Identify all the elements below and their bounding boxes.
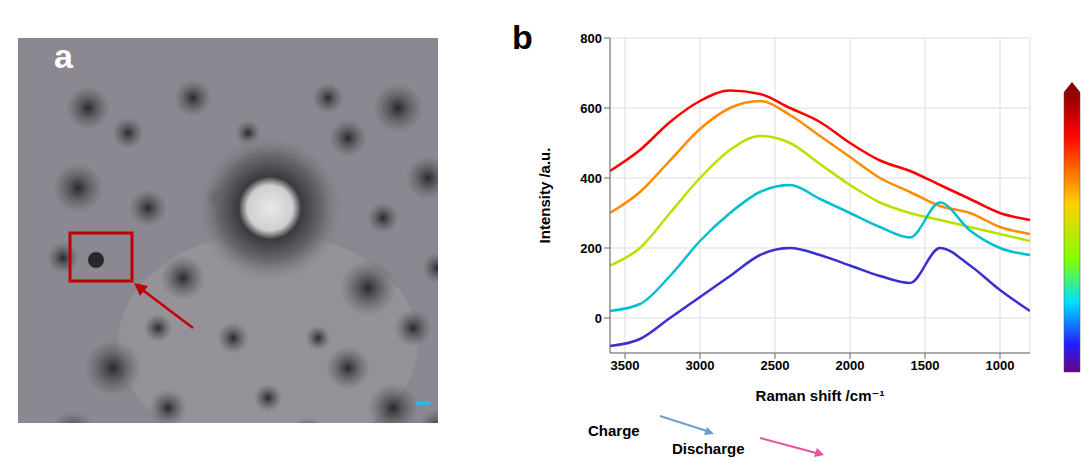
svg-text:2000: 2000 — [836, 358, 865, 373]
svg-text:800: 800 — [580, 31, 602, 46]
svg-text:Intensity /a.u.: Intensity /a.u. — [536, 148, 553, 244]
svg-text:2500: 2500 — [761, 358, 790, 373]
svg-text:0: 0 — [595, 311, 602, 326]
svg-text:1000: 1000 — [986, 358, 1015, 373]
svg-text:Raman shift /cm⁻¹: Raman shift /cm⁻¹ — [756, 387, 885, 404]
svg-text:400: 400 — [580, 171, 602, 186]
svg-text:3500: 3500 — [611, 358, 640, 373]
svg-text:600: 600 — [580, 101, 602, 116]
html-text:Discharge: Discharge — [672, 440, 745, 457]
html-text:b: b — [512, 18, 533, 56]
svg-text:200: 200 — [580, 241, 602, 256]
svg-text:a: a — [54, 38, 74, 75]
html-text:Charge: Charge — [588, 422, 640, 439]
svg-text:3000: 3000 — [686, 358, 715, 373]
svg-text:1500: 1500 — [911, 358, 940, 373]
